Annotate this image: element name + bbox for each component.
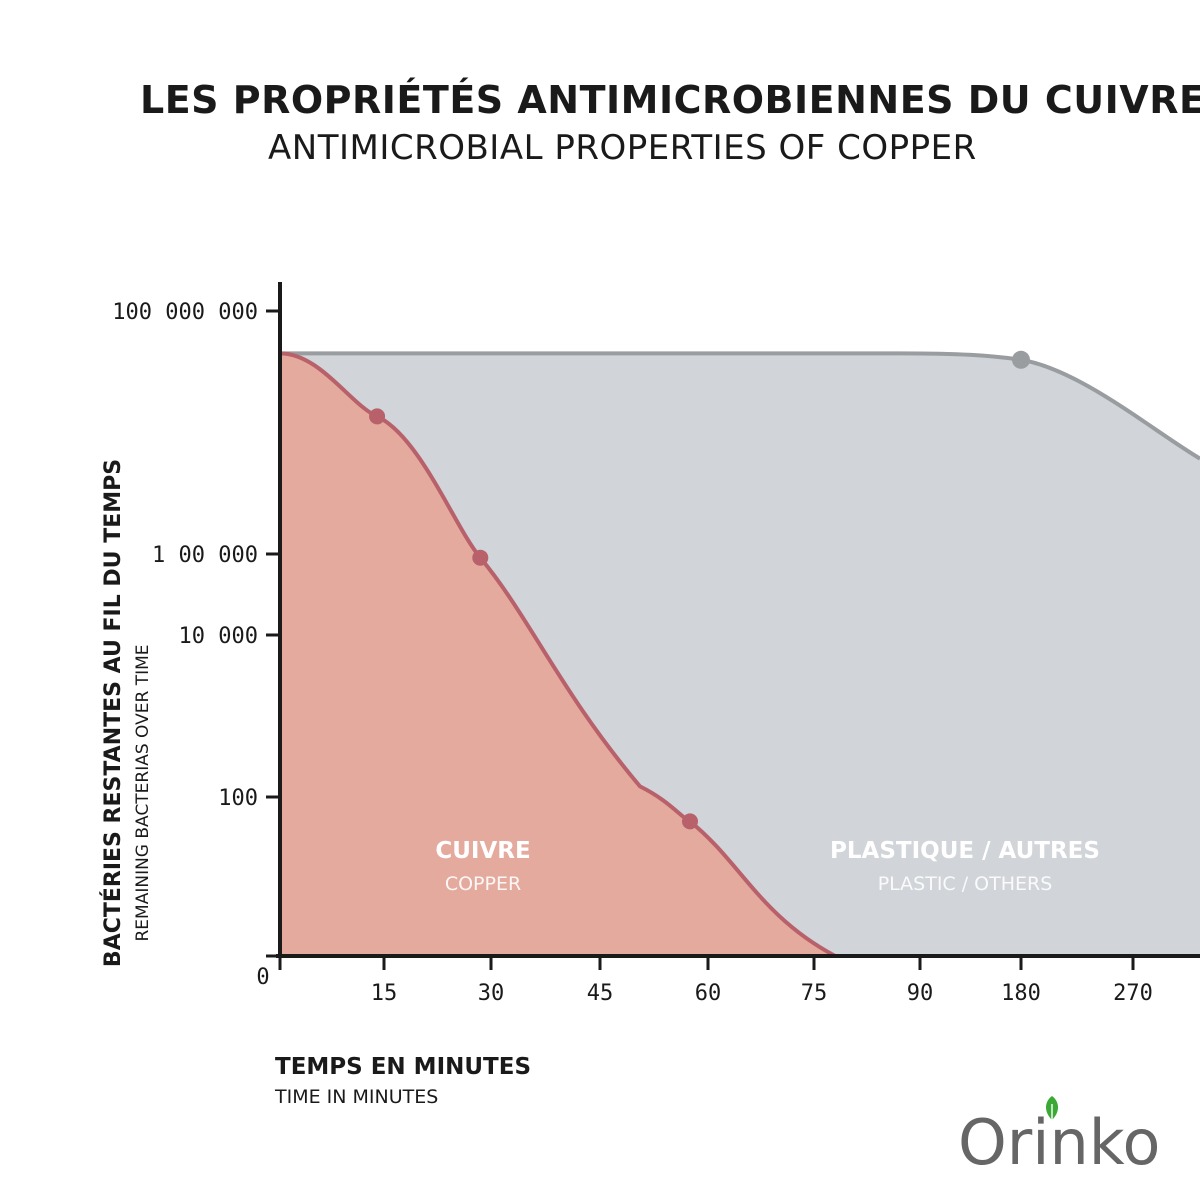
copper-data-point (472, 549, 489, 566)
y-tick-label: 100 000 000 (112, 300, 258, 325)
y-axis-label: BACTÉRIES RESTANTES AU FIL DU TEMPS (100, 459, 126, 967)
brand-logo: Orinko (958, 1106, 1161, 1179)
x-tick-label: 0 (256, 965, 269, 990)
x-tick-label: 45 (587, 981, 614, 1006)
chart-subtitle: ANTIMICROBIAL PROPERTIES OF COPPER (268, 128, 977, 168)
x-tick-label: 30 (478, 981, 505, 1006)
chart-title: LES PROPRIÉTÉS ANTIMICROBIENNES DU CUIVR… (140, 78, 1200, 122)
copper-area (280, 353, 836, 957)
x-tick-label: 270 (1113, 981, 1153, 1006)
copper-series-label: CUIVRE (435, 838, 530, 864)
x-tick-label: 75 (801, 981, 828, 1006)
plastic-series-label: PLASTIQUE / AUTRES (830, 838, 1100, 864)
y-tick-label: 1 00 000 (152, 543, 258, 568)
x-tick-label: 15 (371, 981, 398, 1006)
leaf-icon (1046, 1096, 1058, 1123)
copper-data-point (682, 813, 698, 830)
x-tick-label: 90 (907, 981, 934, 1006)
plastic-data-point (1012, 350, 1030, 369)
x-tick-label: 180 (1001, 981, 1041, 1006)
y-axis-sublabel: REMAINING BACTERIAS OVER TIME (133, 644, 153, 941)
y-tick-label: 10 000 (179, 624, 258, 649)
x-tick-label: 60 (695, 981, 722, 1006)
y-tick-label: 100 (218, 786, 258, 811)
copper-data-point (369, 408, 386, 425)
copper-series-sublabel: COPPER (445, 873, 521, 895)
plastic-series-sublabel: PLASTIC / OTHERS (878, 873, 1053, 895)
x-axis-sublabel: TIME IN MINUTES (275, 1086, 439, 1108)
x-axis-label: TEMPS EN MINUTES (275, 1054, 532, 1080)
